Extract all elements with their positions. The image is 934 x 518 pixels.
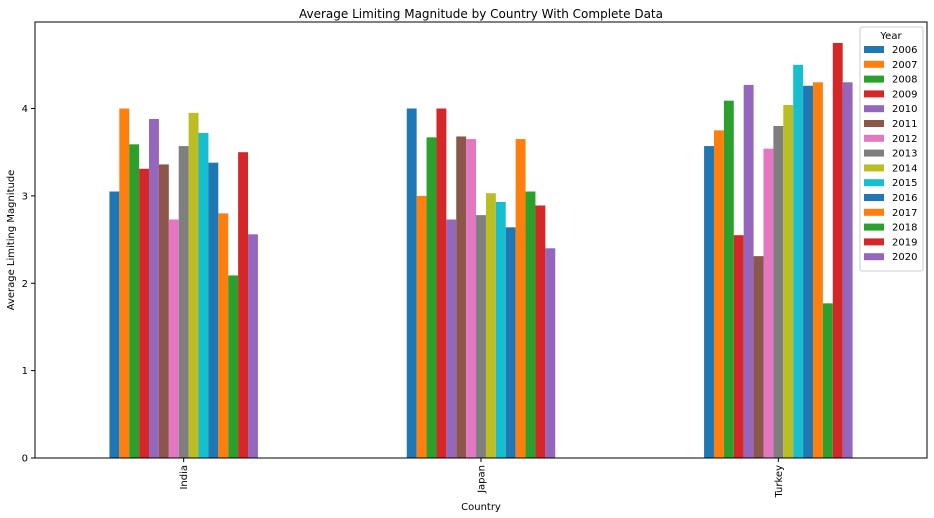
legend-swatch-2019 <box>864 238 884 246</box>
bar-india-2011 <box>158 164 169 459</box>
bar-turkey-2017 <box>812 82 823 458</box>
bar-turkey-2016 <box>803 85 813 458</box>
bars-group <box>109 42 853 459</box>
legend-swatch-2009 <box>864 90 884 98</box>
legend-label-2014: 2014 <box>892 163 917 174</box>
bar-turkey-2011 <box>753 256 764 458</box>
legend-title: Year <box>879 31 902 42</box>
x-tick-label-turkey: Turkey <box>774 465 785 499</box>
bar-turkey-2013 <box>773 125 784 458</box>
bar-turkey-2020 <box>842 82 853 458</box>
bar-turkey-2010 <box>743 84 754 458</box>
legend-label-2011: 2011 <box>892 119 917 130</box>
legend-swatch-2012 <box>864 134 884 142</box>
bar-turkey-2018 <box>822 303 833 458</box>
legend-swatch-2018 <box>864 223 884 231</box>
bar-india-2007 <box>119 108 130 458</box>
bar-turkey-2008 <box>723 100 734 458</box>
bar-turkey-2007 <box>713 130 724 458</box>
legend-label-2006: 2006 <box>892 45 917 56</box>
bar-japan-2007 <box>416 195 427 458</box>
y-tick-label-1: 1 <box>22 366 28 377</box>
bar-india-2015 <box>198 132 209 458</box>
bar-japan-2009 <box>436 108 447 458</box>
legend-label-2010: 2010 <box>892 104 917 115</box>
bar-japan-2017 <box>515 139 526 458</box>
bar-japan-2013 <box>476 215 486 458</box>
legend-swatch-2017 <box>864 208 884 216</box>
bar-india-2016 <box>208 162 219 459</box>
bar-japan-2011 <box>456 136 467 458</box>
bar-japan-2020 <box>545 248 556 458</box>
bar-india-2013 <box>178 146 189 458</box>
y-tick-label-4: 4 <box>22 104 28 115</box>
bar-india-2019 <box>238 152 249 458</box>
legend-label-2007: 2007 <box>892 60 917 71</box>
bar-turkey-2019 <box>832 42 843 458</box>
legend-label-2008: 2008 <box>892 75 917 86</box>
chart-title: Average Limiting Magnitude by Country Wi… <box>299 7 663 21</box>
bar-japan-2019 <box>535 205 546 458</box>
bar-turkey-2012 <box>763 148 774 458</box>
legend-label-2017: 2017 <box>892 208 917 219</box>
bar-turkey-2006 <box>704 146 714 458</box>
bar-japan-2018 <box>525 191 536 458</box>
bar-india-2017 <box>218 213 229 458</box>
bar-turkey-2014 <box>783 105 794 458</box>
bar-japan-2014 <box>485 193 496 458</box>
legend-swatch-2014 <box>864 164 884 172</box>
legend-swatch-2008 <box>864 75 884 83</box>
y-axis: 0 1 2 3 4 <box>22 104 35 465</box>
y-tick-label-2: 2 <box>22 279 28 290</box>
bar-india-2012 <box>168 219 179 458</box>
legend-label-2016: 2016 <box>892 193 917 204</box>
y-tick-label-3: 3 <box>22 191 28 202</box>
y-tick-label-0: 0 <box>22 454 28 465</box>
legend-swatch-2007 <box>864 60 884 68</box>
bar-japan-2008 <box>426 137 437 458</box>
x-tick-label-india: India <box>179 465 190 490</box>
bar-india-2010 <box>149 118 159 459</box>
legend-swatch-2013 <box>864 149 884 157</box>
legend-swatch-2015 <box>864 179 884 187</box>
bar-turkey-2009 <box>733 235 744 458</box>
legend-swatch-2006 <box>864 46 884 53</box>
legend-label-2013: 2013 <box>892 149 917 160</box>
bar-japan-2015 <box>495 201 506 459</box>
legend-swatch-2020 <box>864 253 884 261</box>
legend-label-2015: 2015 <box>892 178 917 189</box>
bar-india-2014 <box>188 112 199 459</box>
legend-label-2018: 2018 <box>892 223 917 234</box>
bar-turkey-2015 <box>793 64 804 458</box>
bar-japan-2010 <box>446 219 457 458</box>
y-axis-label: Average Limiting Magnitude <box>6 170 17 311</box>
legend-swatch-2016 <box>864 194 884 201</box>
bar-india-2008 <box>129 144 140 458</box>
bar-india-2018 <box>228 275 239 458</box>
x-tick-label-japan: Japan <box>477 465 488 494</box>
legend-swatch-2010 <box>864 105 884 113</box>
bar-india-2006 <box>109 191 120 458</box>
legend-label-2012: 2012 <box>892 134 917 145</box>
legend-label-2019: 2019 <box>892 237 917 248</box>
legend: Year 2006 2007 2008 2009 2010 2011 2012 2013 201… <box>859 26 924 272</box>
bar-india-2009 <box>139 168 150 459</box>
bar-japan-2006 <box>406 108 417 458</box>
x-axis: India Japan Turkey <box>179 458 785 499</box>
legend-label-2009: 2009 <box>892 89 917 100</box>
legend-label-2020: 2020 <box>892 252 917 263</box>
bar-japan-2016 <box>505 227 516 458</box>
bar-japan-2012 <box>466 139 477 458</box>
bar-india-2020 <box>248 234 258 458</box>
x-axis-label: Country <box>461 502 501 513</box>
legend-swatch-2011 <box>864 120 884 127</box>
